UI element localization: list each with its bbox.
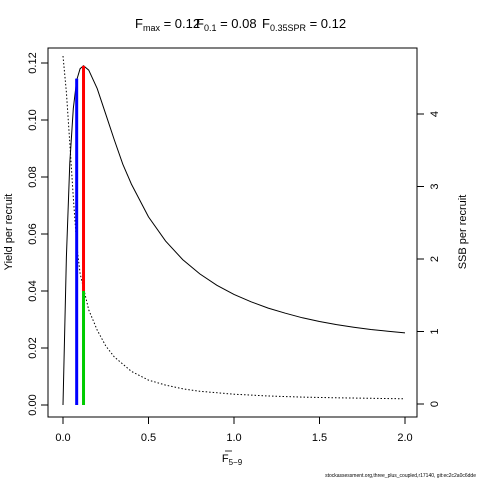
x-axis-label-sub: 5−9: [229, 458, 243, 467]
y-axis-right: 0 1 2 3 4: [417, 111, 441, 407]
x-axis: 0.0 0.5 1.0 1.5 2.0: [55, 417, 413, 444]
reference-lines: [75, 65, 86, 405]
y-left-tick-label: 0.04: [27, 280, 39, 301]
yield-per-recruit-curve: [62, 65, 406, 406]
y-left-tick-label: 0.12: [27, 52, 39, 73]
y-axis-left: 0.00 0.02 0.04 0.06 0.08 0.10 0.12: [27, 52, 48, 416]
y-right-tick-label: 2: [429, 256, 441, 262]
series-layer: [62, 55, 406, 406]
svg-text:F0.1 = 0.08: F0.1 = 0.08: [196, 16, 257, 33]
y-left-tick-label: 0.06: [27, 223, 39, 244]
f01-subscript: 0.1: [204, 23, 217, 33]
y-right-tick-label: 4: [429, 111, 441, 117]
fmax-subscript: max: [143, 23, 161, 33]
ssb-per-recruit-curve: [62, 55, 406, 400]
y-left-tick-label: 0.00: [27, 394, 39, 415]
y-left-tick-label: 0.08: [27, 166, 39, 187]
x-tick-label: 0.0: [55, 432, 70, 444]
y-right-axis-label: SSB per recruit: [457, 195, 469, 270]
y-left-tick-label: 0.10: [27, 109, 39, 130]
x-axis-label-main: F: [222, 453, 229, 465]
y-right-tick-label: 1: [429, 328, 441, 334]
y-left-axis-label: Yield per recruit: [3, 194, 15, 271]
x-tick-label: 1.5: [312, 432, 327, 444]
f01-symbol: F: [196, 16, 204, 31]
fmax-symbol: F: [135, 16, 143, 31]
fmax-value: = 0.12: [160, 16, 200, 31]
fspr-symbol: F: [262, 16, 270, 31]
svg-text:Fmax = 0.12: Fmax = 0.12: [135, 16, 200, 33]
plot-frame: [47, 47, 418, 418]
fspr-value: = 0.12: [306, 16, 346, 31]
x-tick-label: 2.0: [397, 432, 412, 444]
y-left-tick-label: 0.02: [27, 337, 39, 358]
svg-text:F0.35SPR = 0.12: F0.35SPR = 0.12: [262, 16, 346, 33]
y-right-tick-label: 0: [429, 401, 441, 407]
f01-value: = 0.08: [216, 16, 256, 31]
x-axis-label: F5−9: [222, 453, 243, 467]
x-tick-label: 1.0: [226, 432, 241, 444]
footer-caption: stockassessment.org,three_plus_coupled,r…: [325, 473, 476, 479]
y-right-tick-label: 3: [429, 183, 441, 189]
fspr-subscript: 0.35SPR: [270, 23, 307, 33]
chart-header: Fmax = 0.12 F0.1 = 0.08 F0.35SPR = 0.12: [135, 16, 346, 33]
x-tick-label: 0.5: [141, 432, 156, 444]
